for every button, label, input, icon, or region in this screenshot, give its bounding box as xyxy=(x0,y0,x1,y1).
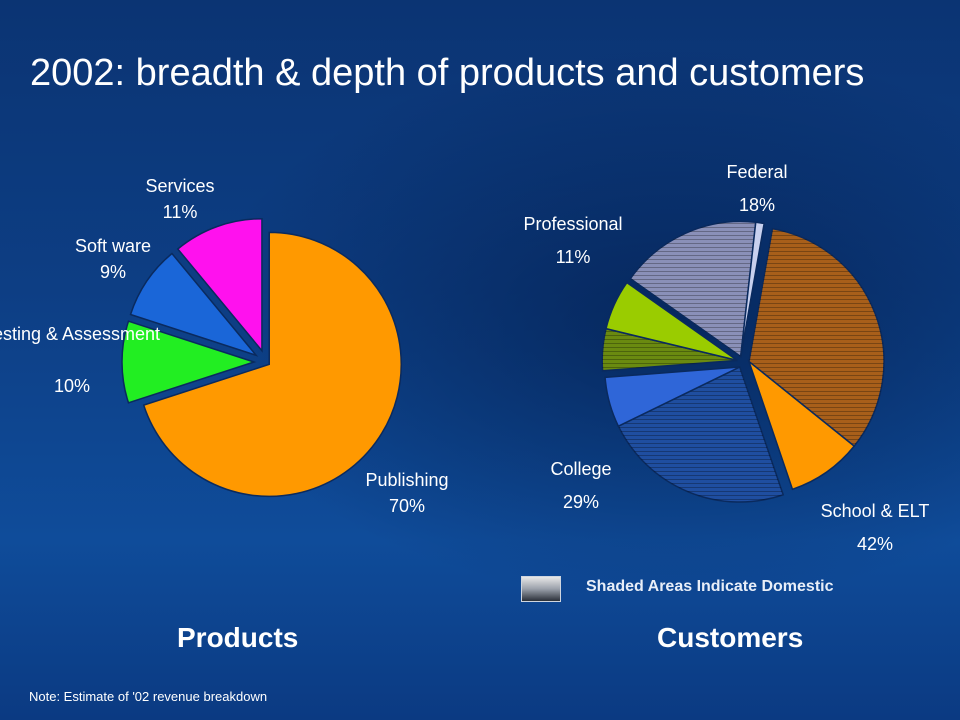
customers-slice-school-domestic-shading xyxy=(748,228,884,447)
legend-text: Shaded Areas Indicate Domestic xyxy=(586,578,834,595)
value-professional: 11% xyxy=(556,247,591,267)
customers-slice-college-international xyxy=(604,366,741,428)
value-federal: 18% xyxy=(739,195,775,215)
customers-slice-school-international xyxy=(747,359,856,491)
products-slice-software xyxy=(129,252,259,357)
label-federal: Federal xyxy=(726,162,787,182)
footnote: Note: Estimate of '02 revenue breakdown xyxy=(29,689,268,704)
customers-pie xyxy=(601,220,885,503)
products-slice-testing xyxy=(121,320,257,404)
value-software: 9% xyxy=(100,262,126,282)
products-slice-publishing xyxy=(142,231,402,498)
label-testing: Testing & Assessment xyxy=(0,324,160,344)
products-pie xyxy=(121,217,402,498)
customers-slice-college-domestic-shading xyxy=(618,367,784,503)
products-slice-services xyxy=(176,217,263,353)
value-school-elt: 42% xyxy=(857,534,893,554)
label-publishing: Publishing xyxy=(365,470,448,490)
label-software: Soft ware xyxy=(75,236,151,256)
customers-slice-professional-domestic-shading xyxy=(602,328,738,371)
customers-slice-federal-international xyxy=(739,221,766,357)
customers-slice-federal-domestic-shading xyxy=(630,221,756,357)
page-title: 2002: breadth & depth of products and cu… xyxy=(30,52,865,94)
value-publishing: 70% xyxy=(389,496,425,516)
value-college: 29% xyxy=(563,492,599,512)
products-heading: Products xyxy=(177,622,299,653)
customers-heading: Customers xyxy=(657,622,804,653)
label-college: College xyxy=(550,459,611,479)
label-services: Services xyxy=(145,176,214,196)
value-services: 11% xyxy=(163,202,198,222)
label-school-elt: School & ELT xyxy=(821,501,930,521)
value-testing: 10% xyxy=(54,376,90,396)
legend-swatch xyxy=(521,576,561,602)
customers-slice-professional-international xyxy=(605,281,738,362)
label-professional: Professional xyxy=(523,214,622,234)
